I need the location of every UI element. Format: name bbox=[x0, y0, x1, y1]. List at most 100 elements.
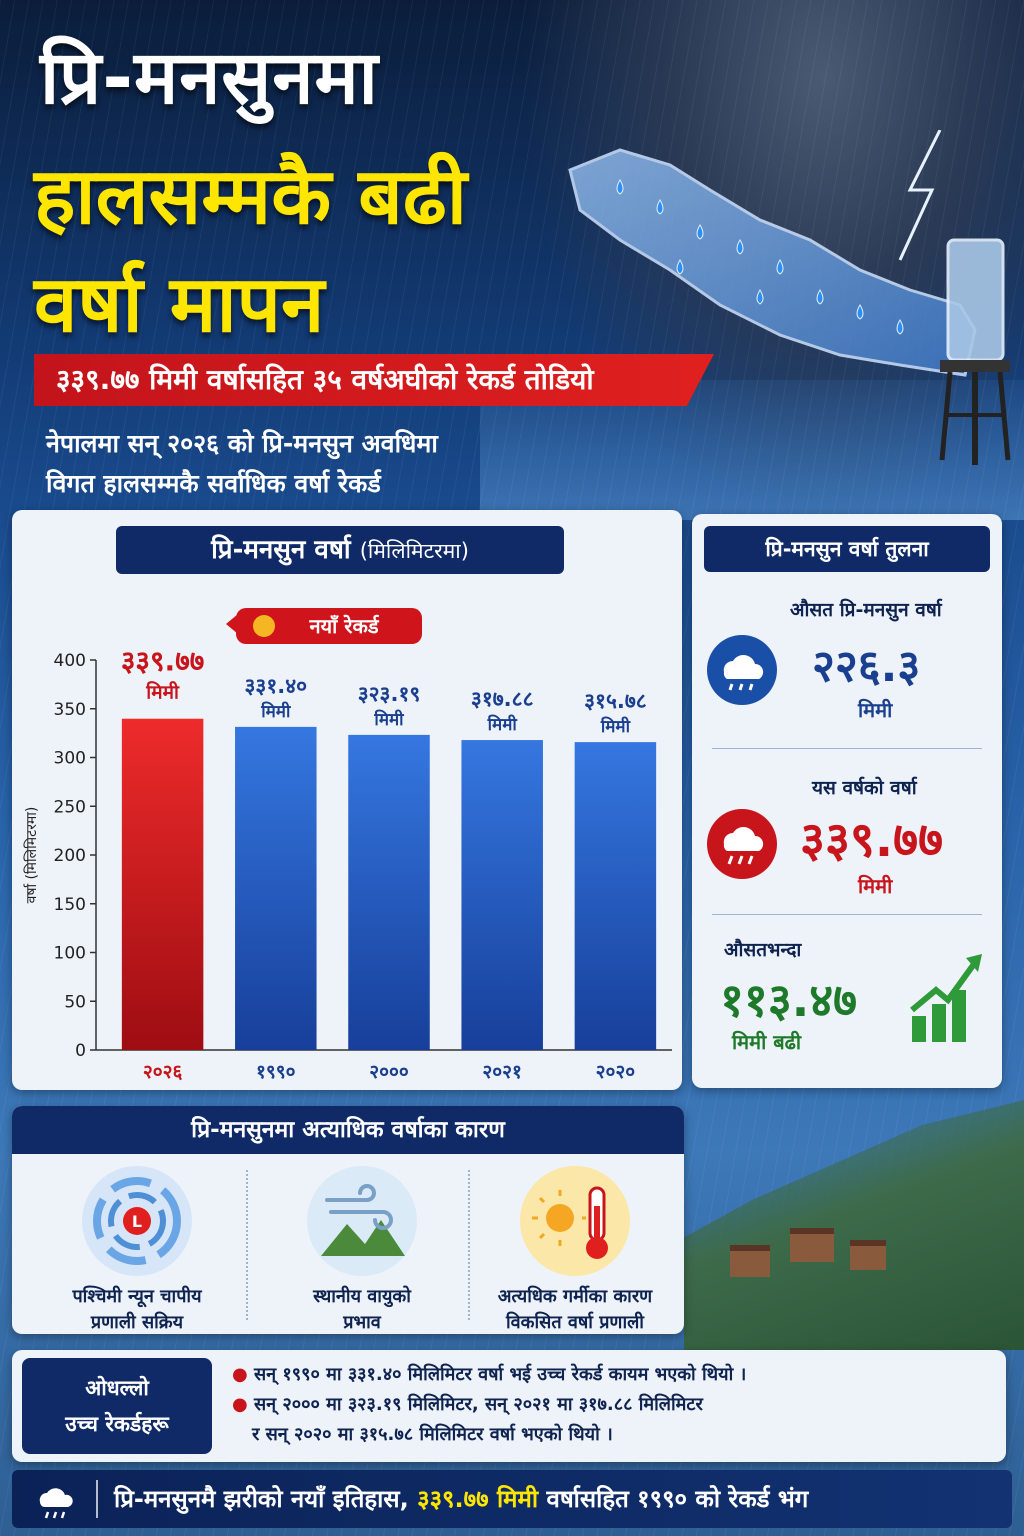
data-label-unit: मिमी bbox=[260, 701, 291, 722]
causes-title: प्रि-मनसुनमा अत्याधिक वर्षाका कारण bbox=[12, 1106, 684, 1154]
causes-panel: प्रि-मनसुनमा अत्याधिक वर्षाका कारण L पश्… bbox=[12, 1106, 684, 1334]
y-tick-label: 100 bbox=[54, 944, 86, 964]
data-label-unit: मिमी bbox=[145, 681, 180, 704]
this-year-unit: मिमी bbox=[858, 874, 893, 898]
record-badge-pointer bbox=[226, 614, 238, 634]
headline-line-1: प्रि-मनसुनमा bbox=[40, 35, 379, 121]
y-tick-label: 300 bbox=[54, 749, 86, 769]
bar bbox=[461, 740, 543, 1050]
records-list: ● सन् १९९० मा ३३१.४० मिलिमिटर वर्षा भई उ… bbox=[232, 1360, 746, 1450]
cause-1-line-2: प्रणाली सक्रिय bbox=[90, 1312, 184, 1333]
headline-line-3: वर्षा मापन bbox=[34, 260, 325, 350]
chart-title-unit: (मिलिमिटरमा) bbox=[359, 539, 469, 563]
difference-label: औसतभन्दा bbox=[724, 939, 802, 961]
footer-text-a: प्रि-मनसुनमै झरीको नयाँ इतिहास, bbox=[114, 1485, 409, 1513]
subtitle-line-2: विगत हालसम्मकै सर्वाधिक वर्षा रेकर्ड bbox=[46, 469, 381, 498]
cause-item: स्थानीय वायुको प्रभाव bbox=[257, 1166, 467, 1336]
divider bbox=[712, 748, 982, 749]
cause-2-line-1: स्थानीय वायुको bbox=[313, 1286, 411, 1307]
y-tick-label: 0 bbox=[75, 1041, 86, 1061]
difference-value: ११३.४७ bbox=[720, 973, 858, 1027]
comparison-title: प्रि-मनसुन वर्षा तुलना bbox=[704, 526, 990, 572]
average-label: औसत प्रि-मनसुन वर्षा bbox=[790, 599, 942, 621]
bar bbox=[574, 742, 657, 1050]
comparison-panel: प्रि-मनसुन वर्षा तुलना औसत प्रि-मनसुन वर… bbox=[692, 514, 1002, 1088]
this-year-label: यस वर्षको वर्षा bbox=[812, 777, 917, 799]
this-year-section: यस वर्षको वर्षा ३३९.७७ मिमी bbox=[692, 754, 1002, 914]
wind-mountain-icon bbox=[307, 1166, 417, 1276]
x-tick-label: २०२१ bbox=[482, 1061, 522, 1083]
cyclone-icon: L bbox=[82, 1166, 192, 1276]
x-tick-label: २०२६ bbox=[143, 1061, 183, 1083]
cause-2-line-2: प्रभाव bbox=[343, 1312, 381, 1333]
this-year-value: ३३९.७७ bbox=[800, 812, 944, 868]
record-bullet-2-cont: र सन् २०२० मा ३१५.७८ मिलिमिटर वर्षा भएको… bbox=[232, 1420, 746, 1450]
x-tick-label: २०२० bbox=[596, 1061, 636, 1083]
record-bullet-2-text-cont: र सन् २०२० मा ३१५.७८ मिलिमिटर वर्षा भएको… bbox=[252, 1424, 613, 1445]
footer-text: प्रि-मनसुनमै झरीको नयाँ इतिहास, ३३९.७७ म… bbox=[114, 1470, 808, 1528]
separator bbox=[468, 1170, 470, 1320]
data-label-unit: मिमी bbox=[600, 716, 631, 737]
difference-section: औसतभन्दा ११३.४७ मिमी बढी bbox=[692, 920, 1002, 1080]
chart-panel: प्रि-मनसुन वर्षा (मिलिमिटरमा) 0 50 100 150 2… bbox=[12, 510, 682, 1090]
difference-unit: मिमी बढी bbox=[732, 1030, 802, 1054]
y-tick-label: 250 bbox=[54, 797, 86, 817]
past-records-label-line-1: ओधल्लो bbox=[85, 1376, 149, 1400]
data-label-value: ३१७.८८ bbox=[471, 687, 534, 711]
village-house bbox=[850, 1240, 886, 1270]
data-label-value: ३१५.७८ bbox=[584, 689, 647, 713]
record-badge bbox=[236, 608, 422, 644]
rainfall-bar-chart: 0 50 100 150 200 250 300 350 400 वर्षा (मिलिमिटरम… bbox=[23, 608, 672, 1083]
y-tick-label: 400 bbox=[54, 651, 86, 671]
past-records-panel: ओधल्लो उच्च रेकर्डहरू ● सन् १९९० मा ३३१.… bbox=[12, 1350, 1006, 1462]
chart-title-main: प्रि-मनसुन वर्षा bbox=[211, 535, 351, 565]
average-unit: मिमी bbox=[858, 698, 893, 722]
rain-cloud-icon bbox=[707, 635, 777, 705]
data-label-unit: मिमी bbox=[373, 709, 404, 730]
cause-3-line-2: विकसित वर्षा प्रणाली bbox=[506, 1312, 644, 1333]
y-tick-label: 150 bbox=[54, 895, 86, 915]
bar bbox=[121, 718, 204, 1050]
average-value: २२६.३ bbox=[812, 641, 921, 692]
average-section: औसत प्रि-मनसुन वर्षा २२६.३ मिमी bbox=[692, 584, 1002, 744]
record-bullet-1: ● सन् १९९० मा ३३१.४० मिलिमिटर वर्षा भई उ… bbox=[232, 1364, 747, 1385]
footer-text-b: वर्षासहित १९९० को रेकर्ड भंग bbox=[546, 1485, 809, 1513]
growth-chart-icon bbox=[910, 954, 982, 1042]
rain-cloud-icon bbox=[39, 1488, 73, 1519]
data-label-unit: मिमी bbox=[487, 714, 518, 735]
y-tick-label: 200 bbox=[54, 846, 86, 866]
footer-highlight: ३३९.७७ मिमी bbox=[417, 1485, 539, 1513]
subtitle: नेपालमा सन् २०२६ को प्रि-मनसुन अवधिमा वि… bbox=[46, 424, 438, 504]
y-axis-label: वर्षा (मिलिमिटरमा) bbox=[23, 807, 40, 904]
x-tick-label: २००० bbox=[369, 1061, 409, 1083]
footer-divider bbox=[96, 1480, 98, 1518]
cause-1-line-1: पश्चिमी न्यून चापीय bbox=[72, 1286, 202, 1307]
divider bbox=[712, 914, 982, 915]
svg-text:L: L bbox=[132, 1212, 142, 1231]
past-records-label: ओधल्लो उच्च रेकर्डहरू bbox=[22, 1358, 212, 1454]
nepal-map-icon bbox=[568, 130, 977, 377]
footer-banner: प्रि-मनसुनमै झरीको नयाँ इतिहास, ३३९.७७ म… bbox=[12, 1470, 1012, 1528]
subtitle-line-1: नेपालमा सन् २०२६ को प्रि-मनसुन अवधिमा bbox=[46, 429, 438, 458]
record-ribbon: ३३९.७७ मिमी वर्षासहित ३५ वर्षअघीको रेकर्… bbox=[34, 354, 714, 406]
bar bbox=[348, 734, 430, 1050]
hill-village-illustration bbox=[684, 1100, 1024, 1350]
record-bullet-2: ● सन् २००० मा ३२३.१९ मिलिमिटर, सन् २०२१ … bbox=[232, 1394, 703, 1415]
past-records-label-line-2: उच्च रेकर्डहरू bbox=[65, 1412, 169, 1436]
cause-item: L पश्चिमी न्यून चापीय प्रणाली सक्रिय bbox=[32, 1166, 242, 1336]
y-tick-label: 350 bbox=[54, 700, 86, 720]
cause-3-line-1: अत्यधिक गर्मीका कारण bbox=[497, 1286, 653, 1307]
x-tick-label: १९९० bbox=[256, 1061, 296, 1083]
data-label-value: ३२३.१९ bbox=[358, 682, 421, 706]
trophy-icon bbox=[253, 615, 275, 637]
village-house bbox=[730, 1245, 770, 1277]
separator bbox=[246, 1170, 248, 1320]
record-bullet-2-text: सन् २००० मा ३२३.१९ मिलिमिटर, सन् २०२१ मा… bbox=[254, 1394, 703, 1415]
bar bbox=[235, 726, 317, 1050]
data-label-value: ३३९.७७ bbox=[121, 645, 204, 678]
headline-line-2: हालसम्मकै बढी bbox=[34, 152, 467, 242]
data-label-value: ३३१.४० bbox=[245, 674, 308, 698]
rain-gauge-icon bbox=[939, 238, 1011, 465]
record-bullet-1-text: सन् १९९० मा ३३१.४० मिलिमिटर वर्षा भई उच्… bbox=[254, 1364, 747, 1385]
sun-thermometer-icon bbox=[520, 1166, 630, 1276]
